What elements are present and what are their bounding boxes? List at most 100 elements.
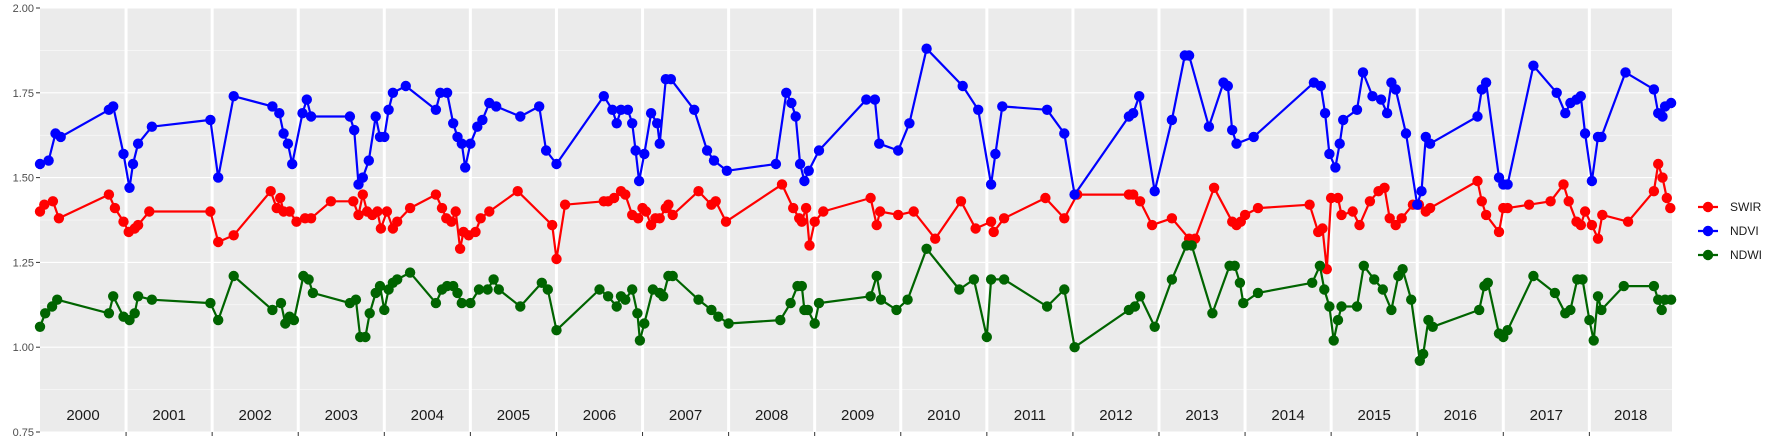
data-point-ndwi xyxy=(1482,277,1494,288)
data-point-ndwi xyxy=(611,301,622,312)
data-point-swir xyxy=(608,192,620,204)
data-point-ndvi xyxy=(701,145,713,156)
data-point-ndvi xyxy=(460,162,471,173)
data-point-swir xyxy=(809,216,820,227)
data-point-ndvi xyxy=(781,87,792,99)
legend-item-ndvi: NDVI xyxy=(1698,224,1759,238)
x-axis xyxy=(125,432,1590,436)
data-point-swir xyxy=(436,202,448,214)
data-point-ndwi xyxy=(1377,284,1389,295)
data-point-ndwi xyxy=(632,308,643,319)
data-point-ndvi xyxy=(1620,67,1631,78)
data-point-swir xyxy=(1545,196,1556,207)
data-point-swir xyxy=(325,196,337,207)
data-point-ndwi xyxy=(493,284,504,295)
data-point-swir xyxy=(205,206,216,217)
data-point-ndvi xyxy=(282,138,294,149)
data-point-ndvi xyxy=(630,145,641,156)
data-point-ndwi xyxy=(1252,287,1264,299)
data-point-ndvi xyxy=(118,148,129,160)
data-point-swir xyxy=(213,236,224,248)
data-point-swir xyxy=(275,192,286,204)
legend-label: NDVI xyxy=(1730,224,1759,238)
data-point-swir xyxy=(1472,175,1483,187)
data-point-swir xyxy=(1134,196,1146,207)
data-point-ndwi xyxy=(1565,304,1576,316)
data-point-swir xyxy=(475,213,486,224)
data-point-swir xyxy=(1252,202,1264,214)
year-label: 2015 xyxy=(1357,407,1390,424)
data-point-ndwi xyxy=(1207,308,1218,319)
data-point-ndvi xyxy=(387,87,399,99)
data-point-swir xyxy=(348,196,359,207)
data-point-ndvi xyxy=(1069,189,1080,200)
data-point-ndvi xyxy=(665,74,677,85)
data-point-ndvi xyxy=(1134,91,1145,102)
data-point-swir xyxy=(988,226,999,238)
data-point-ndwi xyxy=(456,297,467,309)
year-label: 2007 xyxy=(669,407,702,424)
data-point-swir xyxy=(1579,206,1591,217)
data-point-swir xyxy=(1347,206,1358,217)
data-point-ndwi xyxy=(706,304,717,316)
year-label: 2006 xyxy=(583,407,616,424)
data-point-ndvi xyxy=(540,145,552,156)
data-point-ndvi xyxy=(799,175,810,187)
year-label: 2010 xyxy=(927,407,960,424)
data-point-swir xyxy=(1166,213,1178,224)
data-point-ndwi xyxy=(132,291,144,302)
data-point-ndvi xyxy=(904,118,915,129)
data-point-ndwi xyxy=(921,243,932,254)
data-point-ndvi xyxy=(441,87,453,99)
data-point-ndvi xyxy=(1412,199,1423,210)
data-point-ndvi xyxy=(370,111,381,122)
data-point-swir xyxy=(450,206,461,217)
data-point-swir xyxy=(1563,196,1574,207)
y-tick-label: 1.50 xyxy=(13,173,34,185)
data-point-ndvi xyxy=(301,94,312,105)
data-point-ndvi xyxy=(1416,186,1427,197)
data-point-ndwi xyxy=(1577,274,1588,285)
data-point-ndvi xyxy=(985,179,997,190)
data-point-ndvi xyxy=(1551,87,1562,99)
data-point-ndvi xyxy=(491,101,502,112)
data-point-swir xyxy=(908,206,919,217)
data-point-swir xyxy=(1384,213,1395,224)
data-point-ndwi xyxy=(1549,287,1561,299)
data-point-ndwi xyxy=(34,321,46,332)
data-point-ndwi xyxy=(693,294,704,305)
data-point-ndwi xyxy=(379,304,390,316)
data-point-ndvi xyxy=(34,158,46,170)
data-point-swir xyxy=(1622,216,1634,227)
data-point-ndvi xyxy=(1596,131,1607,143)
data-point-ndwi xyxy=(228,270,239,282)
data-point-ndvi xyxy=(448,118,459,129)
data-point-swir xyxy=(228,230,239,241)
data-point-swir xyxy=(1364,196,1376,207)
year-label: 2002 xyxy=(239,407,272,424)
data-point-ndvi xyxy=(430,104,442,116)
data-point-swir xyxy=(693,186,704,197)
data-point-swir xyxy=(392,216,403,227)
data-point-ndwi xyxy=(723,318,734,329)
data-point-ndvi xyxy=(1480,77,1492,88)
data-point-swir xyxy=(1586,219,1598,231)
data-point-ndvi xyxy=(598,91,609,102)
data-point-ndwi xyxy=(1418,348,1429,360)
data-point-swir xyxy=(1657,172,1668,183)
data-point-ndvi xyxy=(1502,179,1513,190)
data-point-ndwi xyxy=(350,294,362,305)
data-point-swir xyxy=(1059,213,1070,224)
data-point-ndwi xyxy=(1665,294,1677,305)
data-point-ndvi xyxy=(973,104,984,116)
data-point-ndvi xyxy=(297,108,308,119)
data-point-ndwi xyxy=(639,318,650,329)
data-point-ndvi xyxy=(1424,138,1436,149)
data-point-ndvi xyxy=(43,155,54,166)
y-axis: 0.75 1.00 1.25 1.50 1.75 2.00 xyxy=(13,3,40,439)
data-point-ndwi xyxy=(1229,260,1240,271)
data-point-ndvi xyxy=(278,128,289,139)
y-tick-label: 2.00 xyxy=(13,3,34,15)
data-point-ndvi xyxy=(1390,84,1401,95)
data-point-ndvi xyxy=(1472,111,1483,122)
